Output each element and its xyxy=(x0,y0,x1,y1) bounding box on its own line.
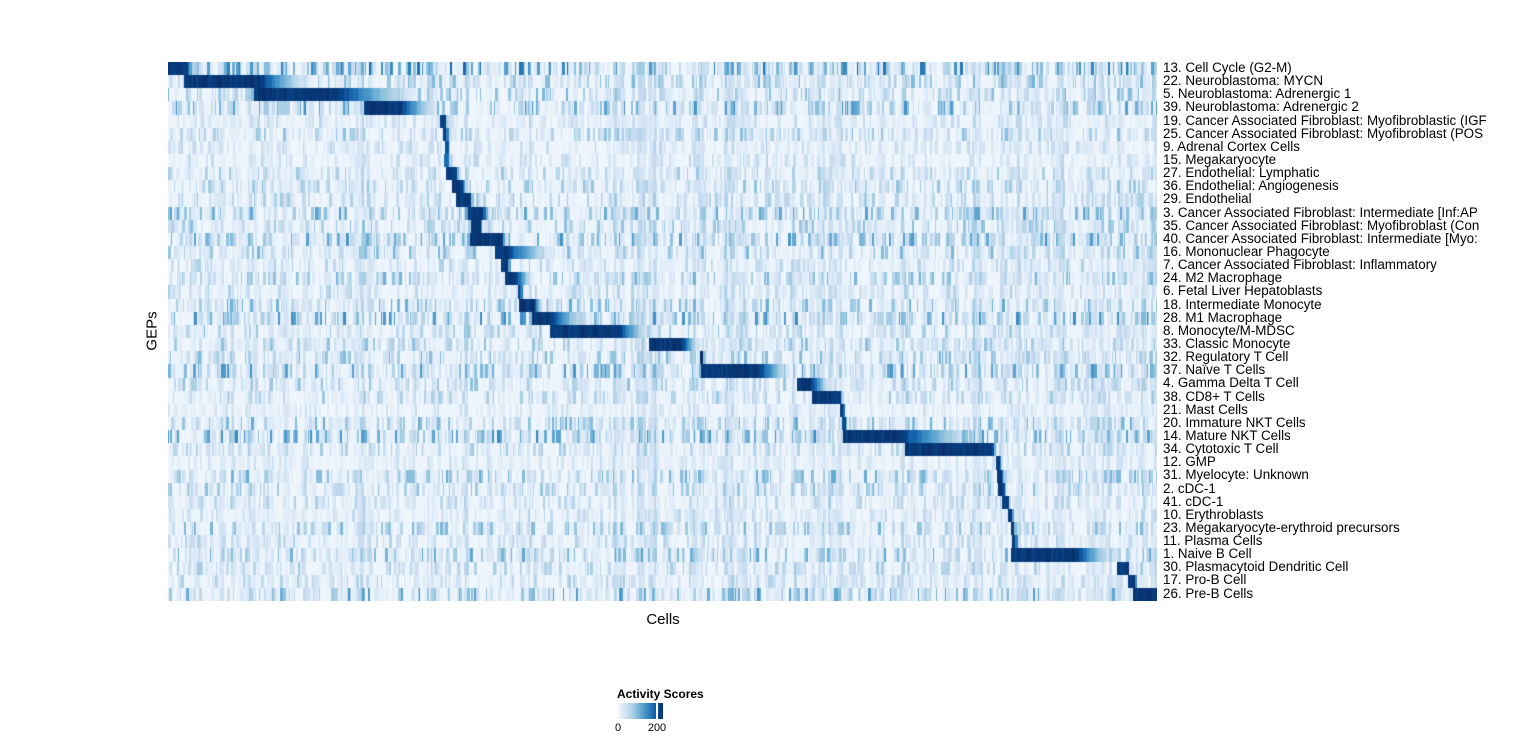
row-label: 9. Adrenal Cortex Cells xyxy=(1163,138,1300,154)
row-label: 4. Gamma Delta T Cell xyxy=(1163,375,1299,391)
row-label: 41. cDC-1 xyxy=(1163,493,1224,509)
row-label: 13. Cell Cycle (G2-M) xyxy=(1163,60,1292,75)
row-label: 16. Mononuclear Phagocyte xyxy=(1163,243,1330,259)
row-label: 6. Fetal Liver Hepatoblasts xyxy=(1163,283,1323,299)
colorbar-tick-label-200: 200 xyxy=(647,722,667,734)
colorbar-gradient xyxy=(617,703,663,719)
row-label: 39. Neuroblastoma: Adrenergic 2 xyxy=(1163,99,1359,115)
row-label: 7. Cancer Associated Fibroblast: Inflamm… xyxy=(1163,257,1437,273)
row-label: 14. Mature NKT Cells xyxy=(1163,427,1291,443)
colorbar-tick-label-0: 0 xyxy=(614,722,622,734)
row-label: 21. Mast Cells xyxy=(1163,401,1248,417)
row-label: 35. Cancer Associated Fibroblast: Myofib… xyxy=(1163,217,1480,233)
row-label: 1. Naive B Cell xyxy=(1163,546,1252,562)
row-label: 10. Erythroblasts xyxy=(1163,506,1264,522)
row-label: 2. cDC-1 xyxy=(1163,480,1216,496)
row-label: 36. Endothelial: Angiogenesis xyxy=(1163,178,1339,194)
row-label: 23. Megakaryocyte-erythroid precursors xyxy=(1163,519,1400,535)
row-label: 31. Myelocyte: Unknown xyxy=(1163,467,1309,483)
row-label: 22. Neuroblastoma: MYCN xyxy=(1163,73,1324,89)
row-label: 29. Endothelial xyxy=(1163,191,1252,207)
row-label: 20. Immature NKT Cells xyxy=(1163,414,1306,430)
row-labels: 13. Cell Cycle (G2-M) 22. Neuroblastoma: … xyxy=(1163,61,1540,600)
row-label: 8. Monocyte/M-MDSC xyxy=(1163,322,1295,338)
row-label: 33. Classic Monocyte xyxy=(1163,335,1291,351)
row-label: 19. Cancer Associated Fibroblast: Myofib… xyxy=(1163,112,1487,128)
row-label: 11. Plasma Cells xyxy=(1163,533,1263,549)
row-label: 40. Cancer Associated Fibroblast: Interm… xyxy=(1163,230,1478,246)
row-label: 17. Pro-B Cell xyxy=(1163,572,1247,588)
row-label: 15. Megakaryocyte xyxy=(1163,151,1277,167)
row-label: 28. M1 Macrophage xyxy=(1163,309,1283,325)
row-label: 18. Intermediate Monocyte xyxy=(1163,296,1322,312)
row-label: 24. M2 Macrophage xyxy=(1163,270,1283,286)
row-label: 30. Plasmacytoid Dendritic Cell xyxy=(1163,559,1349,575)
heatmap-canvas xyxy=(168,62,1157,601)
row-label: 5. Neuroblastoma: Adrenergic 1 xyxy=(1163,86,1352,102)
row-label: 26. Pre-B Cells xyxy=(1163,585,1254,601)
row-label: 34. Cytotoxic T Cell xyxy=(1163,441,1279,457)
row-label: 3. Cancer Associated Fibroblast: Interme… xyxy=(1163,204,1478,220)
colorbar-title: Activity Scores xyxy=(617,687,704,701)
row-label: 27. Endothelial: Lymphatic xyxy=(1163,165,1320,181)
row-label: 38. CD8+ T Cells xyxy=(1163,388,1265,404)
colorbar-tick-mark xyxy=(656,703,658,719)
row-label: 37. Naïve T Cells xyxy=(1163,362,1266,378)
row-label: 32. Regulatory T Cell xyxy=(1163,349,1289,365)
row-label: 12. GMP xyxy=(1163,454,1216,470)
y-axis-label: GEPs xyxy=(143,311,161,351)
x-axis-label: Cells xyxy=(646,611,680,628)
row-label: 25. Cancer Associated Fibroblast: Myofib… xyxy=(1163,125,1484,141)
